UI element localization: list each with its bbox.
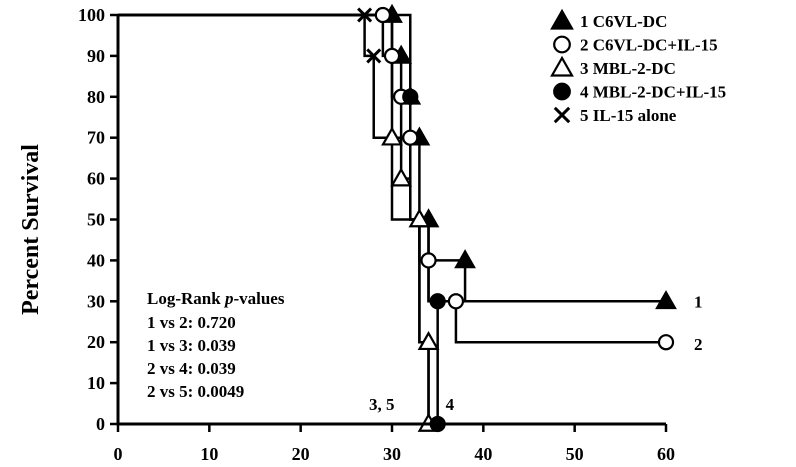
point-5-il-15-alone <box>366 48 382 64</box>
y-tick-label: 60 <box>87 169 105 189</box>
point-3-mbl-2-dc <box>381 126 403 146</box>
survival-markers <box>357 3 677 433</box>
y-tick-label: 20 <box>87 332 105 352</box>
end-label: 1 <box>694 292 703 311</box>
x-stroke <box>553 106 571 124</box>
log-rank-line: 1 vs 3: 0.039 <box>147 336 236 355</box>
y-tick-label: 30 <box>87 291 105 311</box>
x-stroke <box>366 48 382 64</box>
log-rank-line: 2 vs 4: 0.039 <box>147 359 236 378</box>
x-tick-label: 10 <box>200 444 218 464</box>
point-2-c6vl-dc-il-15 <box>383 47 401 65</box>
y-tick-label: 0 <box>96 414 105 434</box>
legend-marker-4 <box>553 82 571 101</box>
point-2-c6vl-dc-il-15 <box>657 334 675 351</box>
y-axis-ticks: 0 10 20 30 40 50 60 70 80 90 100 <box>78 5 118 434</box>
point-2-c6vl-dc-il-15 <box>420 252 437 269</box>
log-rank-line: 1 vs 2: 0.720 <box>147 313 236 332</box>
log-rank-line: 2 vs 5: 0.0049 <box>147 382 244 401</box>
legend-marker-1 <box>550 8 574 30</box>
point-2-c6vl-dc-il-15 <box>402 129 419 146</box>
x-tick-label: 40 <box>474 444 492 464</box>
end-label: 4 <box>446 395 455 414</box>
point-2-c6vl-dc-il-15 <box>447 293 465 310</box>
x-stroke <box>357 7 373 23</box>
curve-end-labels: 1 2 3, 5 4 <box>369 292 702 414</box>
legend-marker-2 <box>553 35 571 54</box>
point-3-mbl-2-dc <box>408 208 431 228</box>
point-5-il-15-alone <box>357 7 373 23</box>
point-2-c6vl-dc-il-15 <box>374 6 391 24</box>
y-tick-label: 50 <box>87 210 105 230</box>
point-1-c6vl-dc <box>454 249 476 269</box>
y-tick-label: 90 <box>87 46 105 66</box>
x-tick-label: 60 <box>657 444 675 464</box>
point-4-mbl-2-dc-il-15 <box>429 293 446 310</box>
point-3-mbl-2-dc <box>417 330 440 351</box>
y-tick-label: 40 <box>87 250 105 270</box>
x-tick-label: 20 <box>292 444 310 464</box>
y-tick-label: 10 <box>87 373 105 393</box>
x-tick-label: 30 <box>383 444 401 464</box>
point-4-mbl-2-dc-il-15 <box>402 88 419 105</box>
y-tick-label: 70 <box>87 128 105 148</box>
legend-label-1: 1 C6VL-DC <box>580 12 667 31</box>
end-label: 2 <box>694 335 703 354</box>
point-3-mbl-2-dc <box>390 167 413 187</box>
legend-label-3: 3 MBL-2-DC <box>580 59 676 78</box>
log-rank-annotation: Log-Rank p-values 1 vs 2: 0.720 1 vs 3: 0… <box>147 289 285 401</box>
legend-label-4: 4 MBL-2-DC+IL-15 <box>580 83 726 102</box>
legend-label-2: 2 C6VL-DC+IL-15 <box>580 36 718 55</box>
x-tick-label: 50 <box>566 444 584 464</box>
x-axis-ticks: 0 10 20 30 40 50 60 <box>114 424 675 464</box>
log-rank-title: Log-Rank p-values <box>147 289 285 308</box>
legend-label-5: 5 IL-15 alone <box>580 106 677 125</box>
legend-marker-5 <box>553 106 571 124</box>
y-tick-label: 100 <box>78 5 105 25</box>
end-label: 3, 5 <box>369 395 395 414</box>
x-tick-label: 0 <box>114 444 123 464</box>
y-axis-label: Percent Survival <box>18 144 44 315</box>
y-tick-label: 80 <box>87 87 105 107</box>
legend-marker-3 <box>550 55 574 77</box>
legend: 1 C6VL-DC 2 C6VL-DC+IL-15 3 MBL-2-DC 4 MBL-… <box>550 8 726 125</box>
point-1-c6vl-dc <box>655 290 677 310</box>
